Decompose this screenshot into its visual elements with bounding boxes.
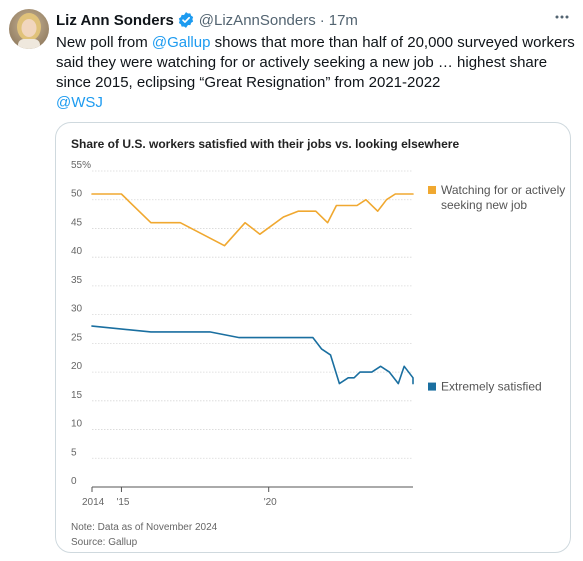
- verified-badge-icon: [177, 11, 195, 29]
- y-tick-label: 40: [71, 246, 83, 257]
- mention-gallup[interactable]: @Gallup: [151, 34, 211, 51]
- mention-wsj[interactable]: @WSJ: [56, 94, 103, 111]
- legend-swatch-1: [428, 382, 436, 391]
- y-tick-label: 10: [71, 419, 83, 430]
- x-tick-label: 2014: [82, 497, 105, 508]
- series-label-1: Extremely satisfied: [441, 380, 542, 394]
- series-line-1: [91, 325, 414, 385]
- y-tick-label: 15: [71, 390, 83, 401]
- avatar-photo: [9, 9, 49, 49]
- y-tick-label: 0: [71, 476, 77, 487]
- x-tick-label: '20: [264, 497, 277, 508]
- series-label-0: Watching for or actively: [441, 183, 565, 197]
- more-options-icon[interactable]: [551, 6, 573, 28]
- y-tick-label: 20: [71, 361, 83, 372]
- x-tick-label: '15: [116, 497, 129, 508]
- tweet-header: Liz Ann Sonders @LizAnnSonders · 17m: [56, 10, 573, 30]
- y-tick-label: 50: [71, 189, 83, 200]
- y-tick-label: 35: [71, 275, 83, 286]
- y-tick-label: 30: [71, 304, 83, 315]
- chart-image-card[interactable]: Share of U.S. workers satisfied with the…: [55, 122, 571, 553]
- legend-swatch-0: [428, 185, 436, 194]
- tweet-text-part2: shows that more than half of 20,000 surv…: [56, 34, 575, 91]
- y-tick-label: 25: [71, 332, 83, 343]
- y-tick-label: 55%: [71, 160, 91, 171]
- author-handle[interactable]: @LizAnnSonders: [198, 11, 316, 29]
- tweet-text-part1: New poll from: [56, 34, 152, 51]
- y-tick-label: 5: [71, 447, 77, 458]
- series-line-0: [91, 193, 414, 247]
- avatar[interactable]: [9, 9, 49, 49]
- chart-source: Source: Gallup: [71, 537, 138, 548]
- chart-note: Note: Data as of November 2024: [71, 522, 218, 533]
- chart-title: Share of U.S. workers satisfied with the…: [71, 137, 460, 151]
- y-tick-label: 45: [71, 217, 83, 228]
- tweet-timestamp[interactable]: 17m: [328, 11, 358, 29]
- author-name[interactable]: Liz Ann Sonders: [56, 11, 174, 29]
- series-label-0: seeking new job: [441, 198, 527, 212]
- separator-dot: ·: [319, 11, 325, 29]
- line-chart: 0 5 10 15 20 25 30 35 40 45 50 55% 2014 '15 '20 Watchin…: [71, 160, 565, 508]
- tweet-text: New poll from @Gallup shows that more th…: [56, 33, 576, 113]
